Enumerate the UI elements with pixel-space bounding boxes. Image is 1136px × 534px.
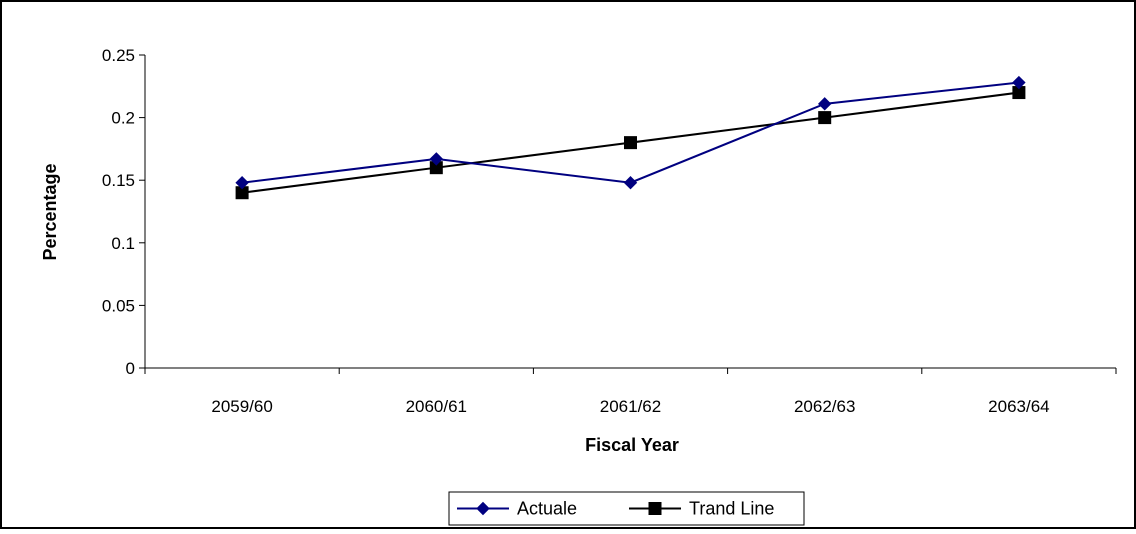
actuale-data-point	[623, 175, 638, 190]
actuale-data-point	[1012, 75, 1026, 90]
x-tick-label: 2062/63	[794, 397, 855, 416]
x-tick-label: 2061/62	[600, 397, 661, 416]
y-tick-label: 0	[126, 359, 135, 378]
actuale-data-point	[817, 97, 832, 111]
legend-swatch-marker	[476, 501, 490, 516]
legend-label-trand-line: Trand Line	[689, 499, 774, 519]
trand-line-data-point	[818, 111, 832, 125]
x-tick-label: 2060/61	[406, 397, 467, 416]
series-layer	[235, 75, 1026, 200]
y-tick-label: 0.15	[102, 171, 135, 190]
legend: Actuale Trand Line	[448, 491, 805, 526]
y-tick-label: 0.2	[111, 109, 135, 128]
x-axis-title: Fiscal Year	[585, 435, 679, 455]
actuale-data-point	[429, 152, 444, 166]
trand-line-data-point	[624, 136, 637, 150]
y-tick-label: 0.1	[111, 234, 135, 253]
legend-label-actuale: Actuale	[517, 499, 577, 519]
y-tick-label: 0.05	[102, 296, 135, 315]
x-tick-label: 2063/64	[988, 397, 1049, 416]
actuale-data-point	[235, 175, 249, 190]
legend-swatch-marker	[648, 502, 662, 515]
x-tick-label: 2059/60	[211, 397, 272, 416]
axes: 0 0.05 0.1 0.15 0.2 0.25 2059/60 2060/61 2061/62…	[102, 46, 1117, 416]
y-axis-title: Percentage	[40, 163, 60, 260]
y-tick-label: 0.25	[102, 46, 135, 65]
